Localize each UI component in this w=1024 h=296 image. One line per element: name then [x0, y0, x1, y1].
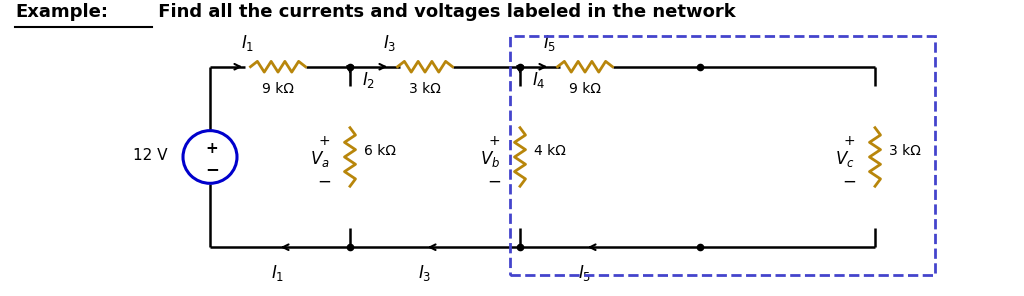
Text: −: − — [317, 172, 331, 190]
Bar — [510, 36, 935, 274]
Text: $V_c$: $V_c$ — [836, 149, 855, 169]
Text: 3 kΩ: 3 kΩ — [409, 82, 441, 96]
Text: +: + — [206, 141, 218, 156]
Text: +: + — [843, 134, 855, 148]
Text: 12 V: 12 V — [133, 147, 167, 163]
Text: Find all the currents and voltages labeled in the network: Find all the currents and voltages label… — [152, 3, 736, 21]
Text: 4 kΩ: 4 kΩ — [534, 144, 566, 158]
Text: +: + — [488, 134, 500, 148]
Text: −: − — [487, 172, 501, 190]
Text: −: − — [205, 160, 219, 178]
Text: $I_3$: $I_3$ — [383, 33, 396, 53]
Text: −: − — [842, 172, 856, 190]
Text: Example:: Example: — [15, 3, 108, 21]
Text: $I_3$: $I_3$ — [419, 263, 432, 283]
Text: $V_a$: $V_a$ — [310, 149, 330, 169]
Text: $I_5$: $I_5$ — [544, 33, 557, 53]
Text: 9 kΩ: 9 kΩ — [262, 82, 294, 96]
Text: $I_2$: $I_2$ — [362, 70, 375, 90]
Text: $V_b$: $V_b$ — [480, 149, 500, 169]
Text: $I_5$: $I_5$ — [579, 263, 592, 283]
Text: 6 kΩ: 6 kΩ — [364, 144, 396, 158]
Text: 9 kΩ: 9 kΩ — [569, 82, 601, 96]
Text: 3 kΩ: 3 kΩ — [889, 144, 921, 158]
Text: $I_1$: $I_1$ — [271, 263, 285, 283]
Text: +: + — [318, 134, 330, 148]
Text: $I_1$: $I_1$ — [242, 33, 255, 53]
Text: $I_4$: $I_4$ — [532, 70, 546, 90]
